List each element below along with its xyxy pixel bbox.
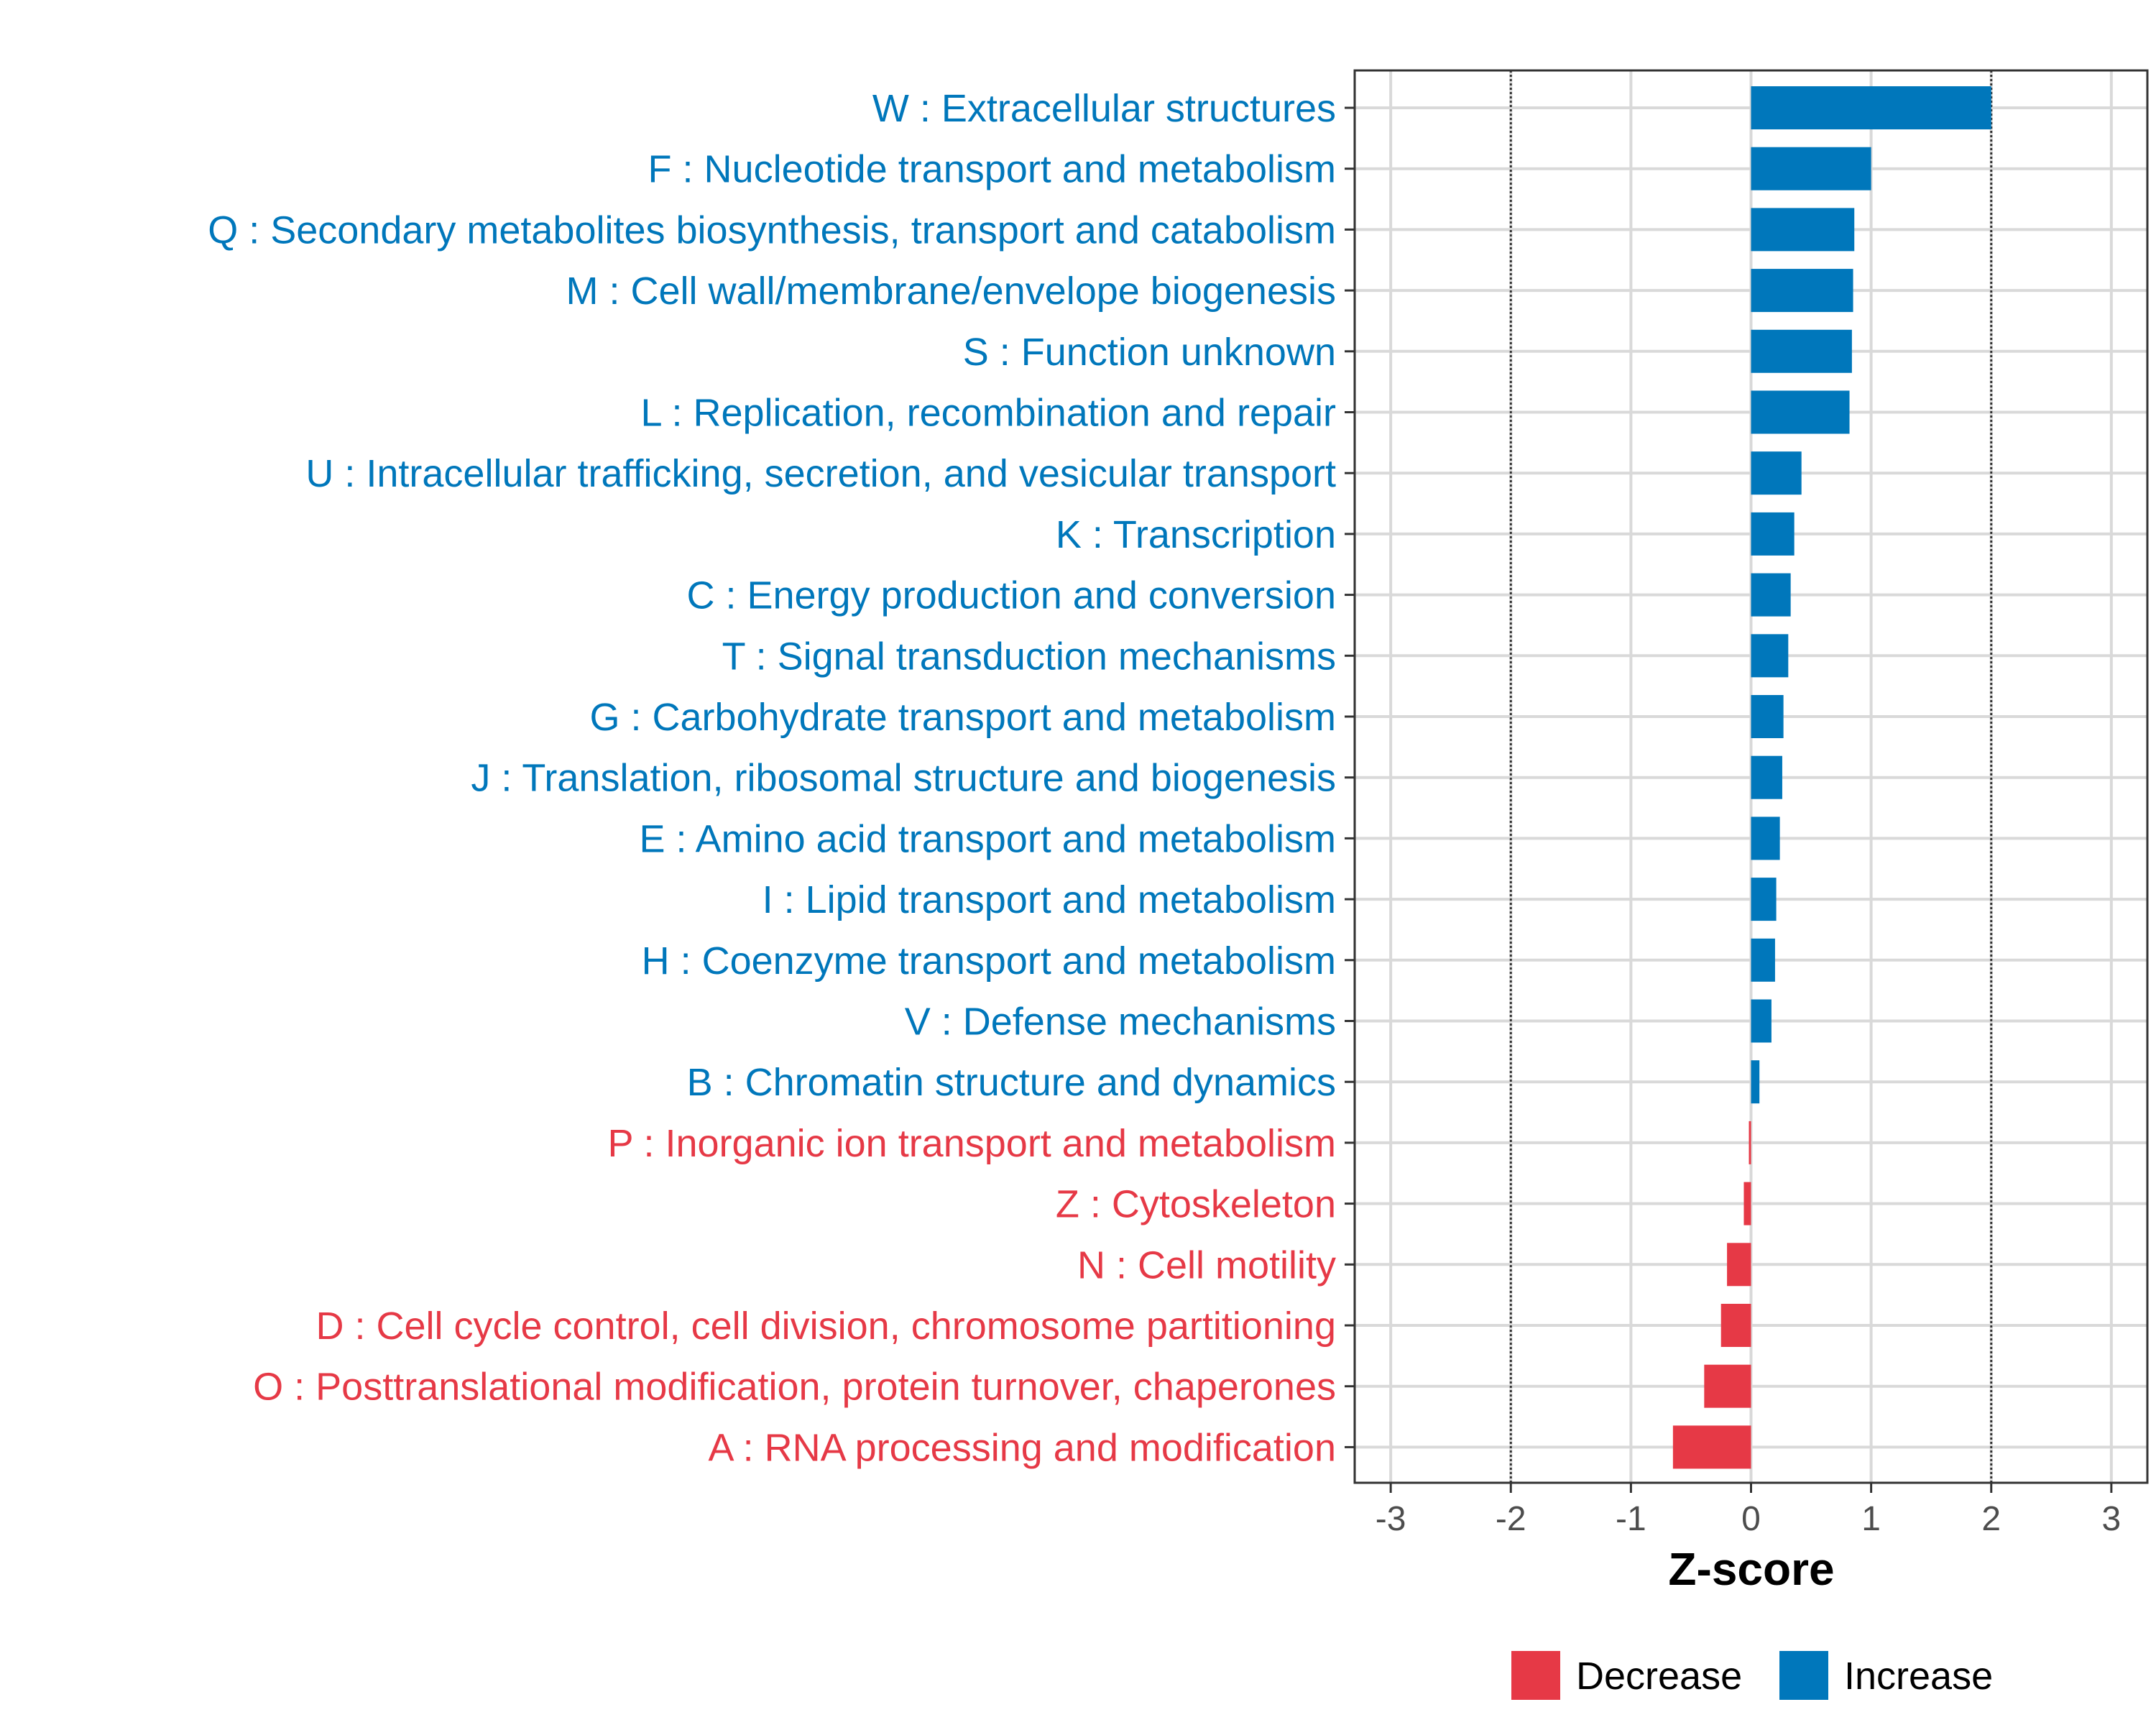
bar	[1704, 1364, 1751, 1408]
category-label: N : Cell motility	[1077, 1243, 1336, 1287]
category-label: Z : Cytoskeleton	[1056, 1183, 1336, 1226]
category-label: H : Coenzyme transport and metabolism	[642, 939, 1336, 983]
category-label: I : Lipid transport and metabolism	[763, 878, 1336, 921]
category-label: U : Intracellular trafficking, secretion…	[305, 452, 1336, 495]
legend-key-increase	[1779, 1651, 1828, 1700]
x-axis-labels: -3 -2 -1 0 1 2 3	[1376, 1500, 2121, 1538]
x-axis-ticks	[1389, 1483, 2113, 1493]
x-axis-title: Z-score	[1668, 1543, 1834, 1595]
x-tick-label: -2	[1496, 1500, 1526, 1538]
bar	[1743, 1182, 1751, 1225]
bar	[1727, 1243, 1751, 1287]
bar	[1749, 1121, 1751, 1164]
x-tick-label: -3	[1376, 1500, 1406, 1538]
category-label: F : Nucleotide transport and metabolism	[648, 148, 1336, 191]
category-label: B : Chromatin structure and dynamics	[687, 1061, 1336, 1104]
category-label: A : RNA processing and modification	[709, 1426, 1336, 1469]
legend-label-increase: Increase	[1844, 1655, 1993, 1698]
bars	[1672, 86, 1991, 1469]
bar	[1751, 816, 1780, 860]
bar	[1751, 695, 1784, 738]
legend-key-decrease	[1511, 1651, 1560, 1700]
category-label: L : Replication, recombination and repai…	[640, 392, 1336, 435]
bar	[1751, 451, 1802, 495]
bar	[1751, 269, 1853, 313]
y-axis-labels: W : Extracellular structures F : Nucleoti…	[208, 87, 1336, 1469]
bar	[1751, 1060, 1760, 1104]
category-label: W : Extracellular structures	[872, 87, 1336, 130]
legend-label-decrease: Decrease	[1576, 1655, 1742, 1698]
bar	[1751, 938, 1775, 982]
category-label: T : Signal transduction mechanisms	[722, 635, 1336, 678]
bar	[1751, 147, 1871, 190]
bar	[1751, 634, 1789, 678]
bar	[1751, 999, 1772, 1043]
bar	[1751, 512, 1795, 556]
x-tick-label: 1	[1861, 1500, 1881, 1538]
category-label: C : Energy production and conversion	[686, 574, 1336, 617]
category-label: P : Inorganic ion transport and metaboli…	[607, 1122, 1336, 1165]
bar	[1720, 1304, 1751, 1347]
legend: Decrease Increase	[1511, 1651, 1993, 1700]
bar	[1751, 329, 1852, 373]
x-tick-label: 0	[1741, 1500, 1761, 1538]
x-tick-label: -1	[1616, 1500, 1646, 1538]
y-axis-ticks	[1345, 106, 1355, 1448]
bar	[1751, 755, 1782, 799]
category-label: D : Cell cycle control, cell division, c…	[315, 1305, 1336, 1348]
category-label: S : Function unknown	[963, 331, 1336, 374]
bar	[1672, 1425, 1751, 1469]
category-label: G : Carbohydrate transport and metabolis…	[590, 696, 1337, 739]
category-label: J : Translation, ribosomal structure and…	[471, 757, 1336, 800]
bar	[1751, 390, 1850, 434]
category-label: O : Posttranslational modification, prot…	[253, 1366, 1336, 1409]
category-label: Q : Secondary metabolites biosynthesis, …	[208, 208, 1336, 252]
x-tick-label: 3	[2102, 1500, 2122, 1538]
bar	[1751, 878, 1777, 921]
category-label: K : Transcription	[1056, 513, 1336, 556]
category-label: E : Amino acid transport and metabolism	[640, 817, 1336, 860]
category-label: M : Cell wall/membrane/envelope biogenes…	[566, 270, 1336, 313]
category-label: V : Defense mechanisms	[905, 1000, 1336, 1044]
bar	[1751, 573, 1791, 617]
bar	[1751, 86, 1991, 129]
bar	[1751, 208, 1855, 252]
x-tick-label: 2	[1981, 1500, 2001, 1538]
